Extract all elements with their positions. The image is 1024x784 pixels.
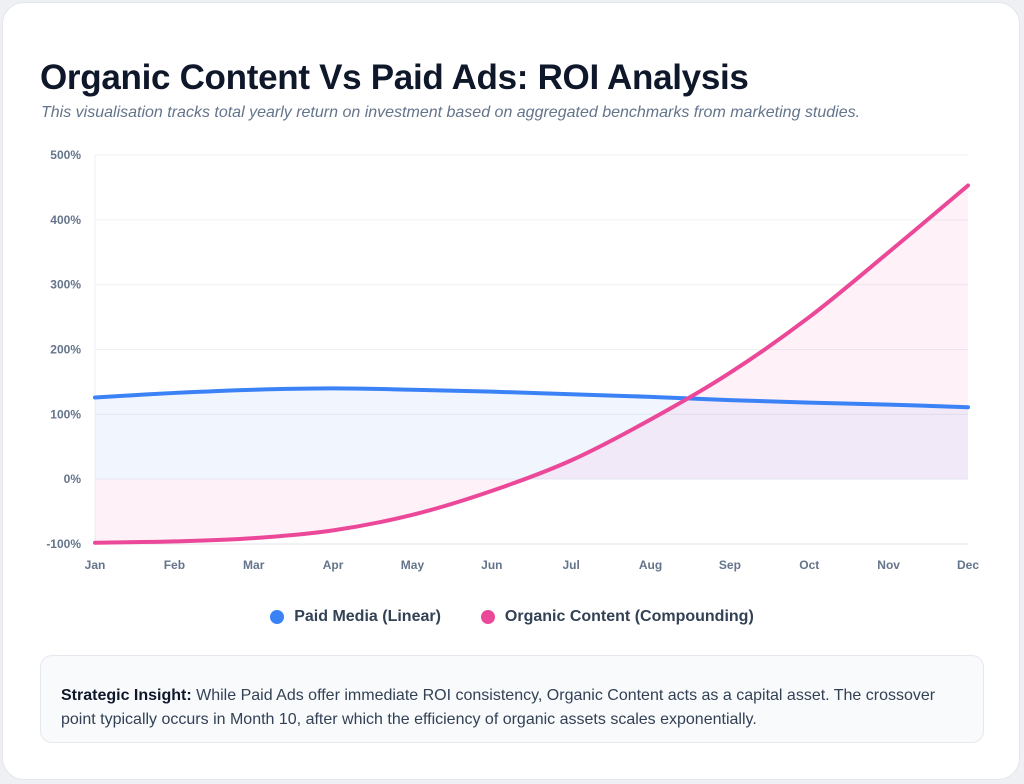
x-tick-label: Aug	[639, 558, 662, 572]
legend-label-organic: Organic Content (Compounding)	[504, 608, 754, 625]
x-tick-label: Jan	[85, 558, 106, 572]
page-title: Organic Content Vs Paid Ads: ROI Analysi…	[40, 58, 749, 97]
organic-series-line	[93, 183, 970, 545]
legend-item-organic[interactable]: Organic Content (Compounding)	[480, 608, 754, 626]
organic-area-fill	[95, 185, 968, 543]
y-tick-label: -100%	[46, 537, 81, 551]
x-tick-label: Nov	[877, 558, 900, 572]
y-tick-label: 0%	[64, 472, 82, 486]
y-tick-label: 100%	[50, 407, 81, 421]
x-tick-label: Feb	[164, 558, 185, 572]
x-tick-label: Apr	[323, 558, 344, 572]
insight-box: Strategic Insight: While Paid Ads offer …	[40, 655, 984, 743]
series-line-layer	[93, 183, 970, 545]
insight-text: While Paid Ads offer immediate ROI consi…	[61, 687, 936, 728]
y-tick-label: 200%	[50, 343, 81, 357]
roi-line-chart: -100% 0% 100% 200% 300% 400% 500% Jan Feb Mar Apr…	[46, 148, 980, 572]
grid-layer	[94, 154, 968, 545]
x-tick-label: Mar	[243, 558, 265, 572]
chart-legend: Paid Media (Linear) Organic Content (Com…	[0, 608, 1024, 626]
x-tick-label: Jul	[563, 558, 580, 572]
y-tick-label: 500%	[50, 148, 81, 162]
y-tick-layer: -100% 0% 100% 200% 300% 400% 500%	[46, 148, 81, 551]
paid-legend-dot-icon	[270, 610, 285, 624]
x-tick-label: May	[401, 558, 425, 572]
x-tick-label: Oct	[799, 558, 819, 572]
insight-heading: Strategic Insight:	[61, 687, 197, 704]
x-tick-label: Sep	[719, 558, 741, 572]
y-tick-label: 400%	[50, 213, 81, 227]
x-tick-layer: Jan Feb Mar Apr May Jun Jul Aug Sep Oct Nov Dec	[85, 558, 980, 572]
legend-item-paid[interactable]: Paid Media (Linear)	[270, 608, 441, 626]
x-tick-label: Dec	[957, 558, 979, 572]
page-subtitle: This visualisation tracks total yearly r…	[41, 104, 861, 121]
x-tick-label: Jun	[481, 558, 502, 572]
legend-label-paid: Paid Media (Linear)	[294, 608, 441, 625]
area-fill-layer	[95, 185, 968, 543]
paid-series-line	[93, 386, 970, 410]
paid-area-fill	[95, 388, 968, 480]
y-tick-label: 300%	[50, 278, 81, 292]
organic-legend-dot-icon	[480, 610, 495, 624]
